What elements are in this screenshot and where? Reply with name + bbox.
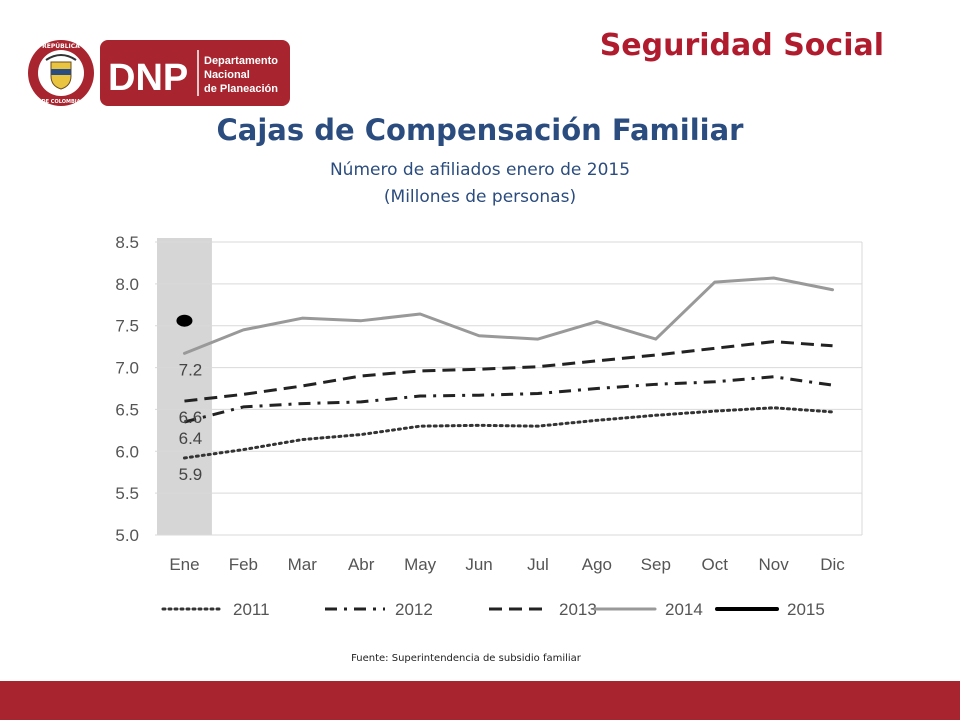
legend-label-2014: 2014 xyxy=(665,600,703,619)
data-label: 6.6 xyxy=(179,408,203,427)
x-tick-label: Jun xyxy=(465,555,492,574)
x-tick-label: Ago xyxy=(582,555,612,574)
chart-units: (Millones de personas) xyxy=(383,187,577,207)
data-label: 7.2 xyxy=(179,360,203,379)
dnp-line1: Departamento xyxy=(204,55,278,67)
x-tick-label: Feb xyxy=(229,555,258,574)
series-line-2013 xyxy=(184,340,833,403)
dnp-logo: REPÚBLICA DE COLOMBIA DNP Departamento N… xyxy=(28,40,290,106)
seal-text-bottom: DE COLOMBIA xyxy=(41,99,80,105)
y-tick-label: 7.0 xyxy=(115,359,139,378)
x-tick-label: May xyxy=(404,555,437,574)
y-tick-label: 8.0 xyxy=(115,275,139,294)
y-tick-label: 6.0 xyxy=(115,442,139,461)
legend-label-2011: 2011 xyxy=(233,600,270,619)
highlight-band xyxy=(157,238,212,535)
y-tick-label: 6.5 xyxy=(115,400,139,419)
seal-text-top: REPÚBLICA xyxy=(42,43,80,50)
y-tick-label: 5.0 xyxy=(115,526,139,545)
data-label: 5.9 xyxy=(179,465,203,484)
x-tick-label: Nov xyxy=(759,555,790,574)
section-title: Seguridad Social xyxy=(599,28,884,63)
footer-bar xyxy=(0,681,960,720)
x-tick-label: Abr xyxy=(348,555,375,574)
x-tick-label: Jul xyxy=(527,555,549,574)
dnp-brand-text: DNP xyxy=(108,57,188,99)
dnp-line2: Nacional xyxy=(204,69,250,81)
y-tick-label: 7.5 xyxy=(115,317,139,336)
legend-label-2013: 2013 xyxy=(559,600,597,619)
dnp-badge xyxy=(100,40,290,106)
x-tick-label: Sep xyxy=(641,555,671,574)
colombia-seal-icon: REPÚBLICA DE COLOMBIA xyxy=(28,40,94,106)
x-tick-label: Mar xyxy=(288,555,318,574)
series-line-2014 xyxy=(182,276,835,355)
source-note: Fuente: Superintendencia de subsidio fam… xyxy=(351,653,581,664)
chart-title: Cajas de Compensación Familiar xyxy=(216,113,744,147)
chart-subtitle: Número de afiliados enero de 2015 xyxy=(329,160,631,180)
data-label: 6.4 xyxy=(179,429,203,448)
x-tick-label: Dic xyxy=(820,555,845,574)
series-line-2012 xyxy=(184,375,833,424)
series-line-2011 xyxy=(182,406,835,460)
x-tick-label: Ene xyxy=(169,555,199,574)
legend-label-2015: 2015 xyxy=(787,600,825,619)
y-tick-label: 8.5 xyxy=(115,233,139,252)
series-point-2015 xyxy=(176,314,193,327)
legend-label-2012: 2012 xyxy=(395,600,433,619)
y-tick-label: 5.5 xyxy=(115,484,139,503)
dnp-line3: de Planeación xyxy=(204,83,278,95)
x-tick-label: Oct xyxy=(701,555,728,574)
